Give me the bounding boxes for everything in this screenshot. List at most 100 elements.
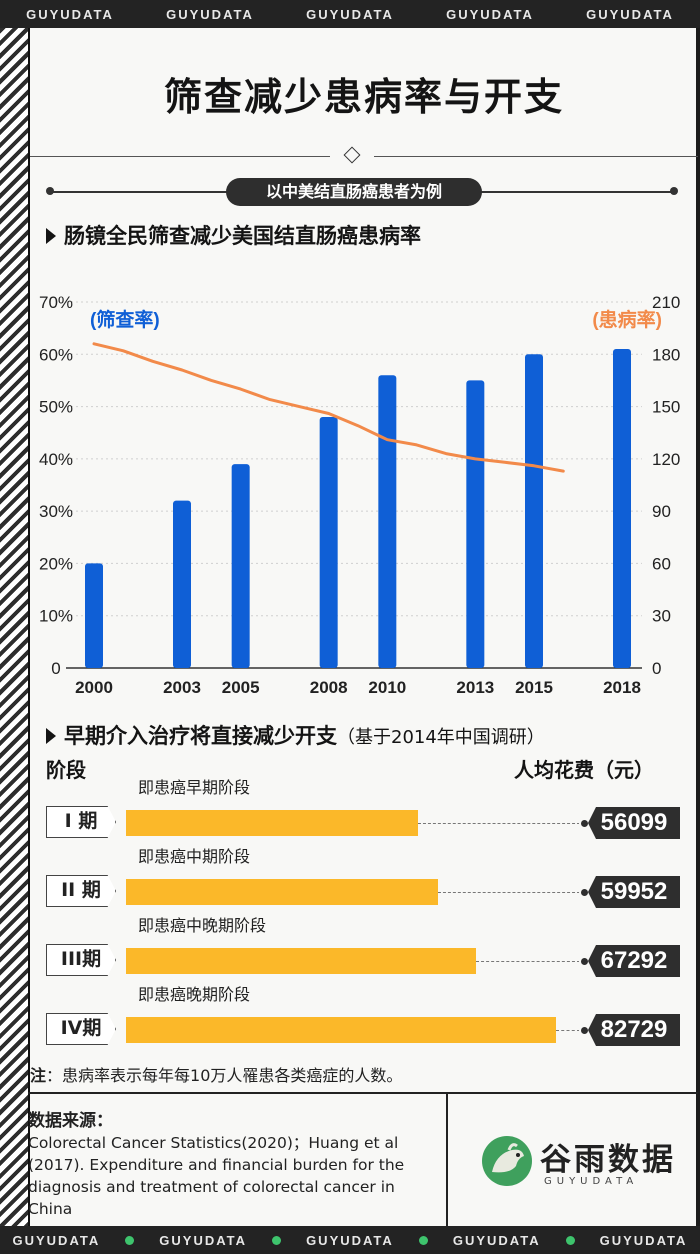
left-tick-label: 0	[51, 659, 60, 678]
footnote: 注：患病率表示每年每10万人罹患各类癌症的人数。	[30, 1062, 402, 1086]
subtitle-pill: 以中美结直肠癌患者为例	[226, 178, 482, 206]
top-banner: GUYUDATA GUYUDATA GUYUDATA GUYUDATA GUYU…	[0, 0, 700, 28]
right-tick-label: 30	[652, 607, 671, 626]
green-dot-icon	[125, 1235, 135, 1245]
phase-label: 即患癌晚期阶段	[138, 985, 251, 1004]
left-axis-ticks: 0 10% 20% 30% 40% 50% 60% 70%	[39, 293, 73, 678]
banner-text: GUYUDATA	[306, 6, 394, 22]
subtitle-line-left	[50, 191, 230, 193]
x-tick-label: 2000	[75, 678, 113, 697]
section2-heading: 早期介入治疗将直接减少开支（基于2014年中国调研）	[46, 720, 545, 750]
stage-label: III期	[46, 944, 116, 976]
x-tick-label: 2015	[515, 678, 553, 697]
screening-bar	[525, 354, 543, 668]
left-tick-label: 50%	[39, 398, 73, 417]
legend-screening-rate: (筛查率)	[90, 308, 160, 331]
title-rule-right	[374, 156, 698, 157]
legend-prevalence: (患病率)	[592, 308, 662, 331]
screening-bar	[466, 380, 485, 668]
source-text: Colorectal Cancer Statistics(2020)；Huang…	[28, 1134, 405, 1218]
cost-row: I 期 即患癌早期阶段 56099	[46, 774, 680, 840]
mouse-logo-icon	[482, 1136, 532, 1186]
stage-column-label: 阶段	[46, 758, 86, 782]
cost-column-label: 人均花费（元）	[514, 758, 654, 782]
left-tick-label: 40%	[39, 450, 73, 469]
chart-gridlines	[66, 301, 642, 669]
logo-chinese-name: 谷雨数据	[540, 1142, 676, 1178]
banner-text: GUYUDATA	[452, 1232, 541, 1248]
cost-row: II 期 即患癌中期阶段 59952	[46, 843, 680, 909]
screening-bar	[231, 464, 250, 668]
screening-bar	[319, 417, 338, 668]
logo-english-name: GUYUDATA	[544, 1176, 639, 1187]
source-box: 数据来源： Colorectal Cancer Statistics(2020)…	[28, 1092, 698, 1228]
left-stripe-decoration	[0, 28, 28, 1226]
right-tick-label: 150	[652, 398, 680, 417]
x-tick-label: 2005	[222, 678, 260, 697]
screening-bar	[378, 375, 397, 668]
triangle-bullet-icon	[46, 728, 56, 744]
leader-line	[417, 823, 580, 824]
left-tick-label: 20%	[39, 554, 73, 573]
stage-label: IV期	[46, 1013, 116, 1045]
left-tick-label: 70%	[39, 293, 73, 312]
infographic-card: 筛查减少患病率与开支 以中美结直肠癌患者为例 肠镜全民筛查减少美国结直肠癌患病率…	[28, 28, 698, 1228]
section1-heading: 肠镜全民筛查减少美国结直肠癌患病率	[46, 220, 421, 250]
section1-heading-text: 肠镜全民筛查减少美国结直肠癌患病率	[64, 224, 421, 248]
green-dot-icon	[272, 1235, 282, 1245]
x-tick-label: 2013	[456, 678, 494, 697]
title-rule-left	[30, 156, 330, 157]
right-tick-label: 0	[652, 659, 661, 678]
banner-text: GUYUDATA	[26, 6, 114, 22]
bar-series	[85, 349, 631, 668]
right-axis-ticks: 0 30 60 90 120 150 180 210	[652, 293, 680, 678]
logo: 谷雨数据 GUYUDATA	[482, 1128, 692, 1198]
bottom-banner: GUYUDATA GUYUDATA GUYUDATA GUYUDATA GUYU…	[0, 1226, 700, 1254]
banner-text: GUYUDATA	[586, 6, 674, 22]
footnote-label: 注	[30, 1066, 47, 1085]
cost-value: 67292	[588, 945, 680, 977]
screening-bar	[173, 500, 191, 668]
green-dot-icon	[565, 1235, 575, 1245]
cost-bar	[126, 879, 438, 905]
subtitle-line-right	[478, 191, 674, 193]
right-tick-label: 180	[652, 345, 680, 364]
diamond-ornament	[343, 146, 361, 164]
cost-row: IV期 即患癌晚期阶段 82729	[46, 981, 680, 1047]
stage-label: II 期	[46, 875, 116, 907]
x-tick-label: 2010	[368, 678, 406, 697]
phase-label: 即患癌中晚期阶段	[138, 916, 267, 935]
green-dot-icon	[418, 1235, 428, 1245]
banner-text: GUYUDATA	[12, 1232, 101, 1248]
phase-label: 即患癌早期阶段	[138, 778, 251, 797]
right-tick-label: 90	[652, 502, 671, 521]
banner-text: GUYUDATA	[446, 6, 534, 22]
right-tick-label: 210	[652, 293, 680, 312]
leader-line	[437, 892, 580, 893]
prevalence-line	[92, 342, 565, 473]
footnote-text: ：患病率表示每年每10万人罹患各类癌症的人数。	[46, 1066, 403, 1085]
triangle-bullet-icon	[46, 228, 56, 244]
right-tick-label: 120	[652, 450, 680, 469]
stage-label: I 期	[46, 806, 116, 838]
cost-bar	[126, 1017, 556, 1043]
screening-bar	[613, 349, 631, 668]
leader-line	[556, 1030, 580, 1031]
banner-text: GUYUDATA	[166, 6, 254, 22]
banner-text: GUYUDATA	[159, 1232, 248, 1248]
right-tick-label: 60	[652, 554, 671, 573]
x-tick-label: 2003	[163, 678, 201, 697]
source-title: 数据来源：	[28, 1111, 113, 1131]
phase-label: 即患癌中期阶段	[138, 847, 251, 866]
section2-heading-text: 早期介入治疗将直接减少开支	[64, 724, 337, 748]
x-tick-label: 2018	[603, 678, 641, 697]
cost-value: 56099	[588, 807, 680, 839]
left-tick-label: 30%	[39, 502, 73, 521]
right-edge	[696, 28, 700, 1226]
subtitle-dot-right	[670, 187, 678, 195]
cost-row: III期 即患癌中晚期阶段 67292	[46, 912, 680, 978]
cost-value: 59952	[588, 876, 680, 908]
screening-chart: 0 10% 20% 30% 40% 50% 60% 70% 0 30 60 90 120 150 180 2…	[39, 293, 680, 697]
banner-text: GUYUDATA	[599, 1232, 688, 1248]
section2-note: （基于2014年中国调研）	[337, 727, 545, 748]
